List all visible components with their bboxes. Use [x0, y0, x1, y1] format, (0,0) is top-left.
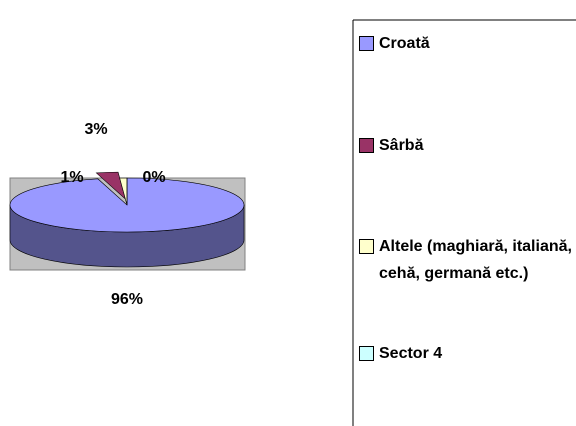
legend-label: Sector 4 — [379, 345, 443, 362]
legend-swatch — [359, 239, 374, 254]
legend-entry: Sârbă — [359, 132, 574, 159]
legend-label: Croată — [379, 35, 430, 52]
legend-label: Sârbă — [379, 137, 424, 154]
legend-entry: Sector 4 — [359, 340, 574, 367]
data-label: 3% — [84, 121, 107, 138]
legend-label: Altele (maghiară, italiană, cehă, german… — [379, 238, 572, 282]
legend-swatch — [359, 138, 374, 153]
legend-swatch — [359, 36, 374, 51]
legend-swatch — [359, 346, 374, 361]
legend-entry: Altele (maghiară, italiană, cehă, german… — [359, 233, 574, 287]
data-label: 0% — [142, 169, 165, 186]
data-label: 96% — [111, 291, 143, 308]
data-label: 1% — [60, 169, 83, 186]
legend-entry: Croată — [359, 30, 574, 57]
pie-slice — [95, 171, 126, 200]
